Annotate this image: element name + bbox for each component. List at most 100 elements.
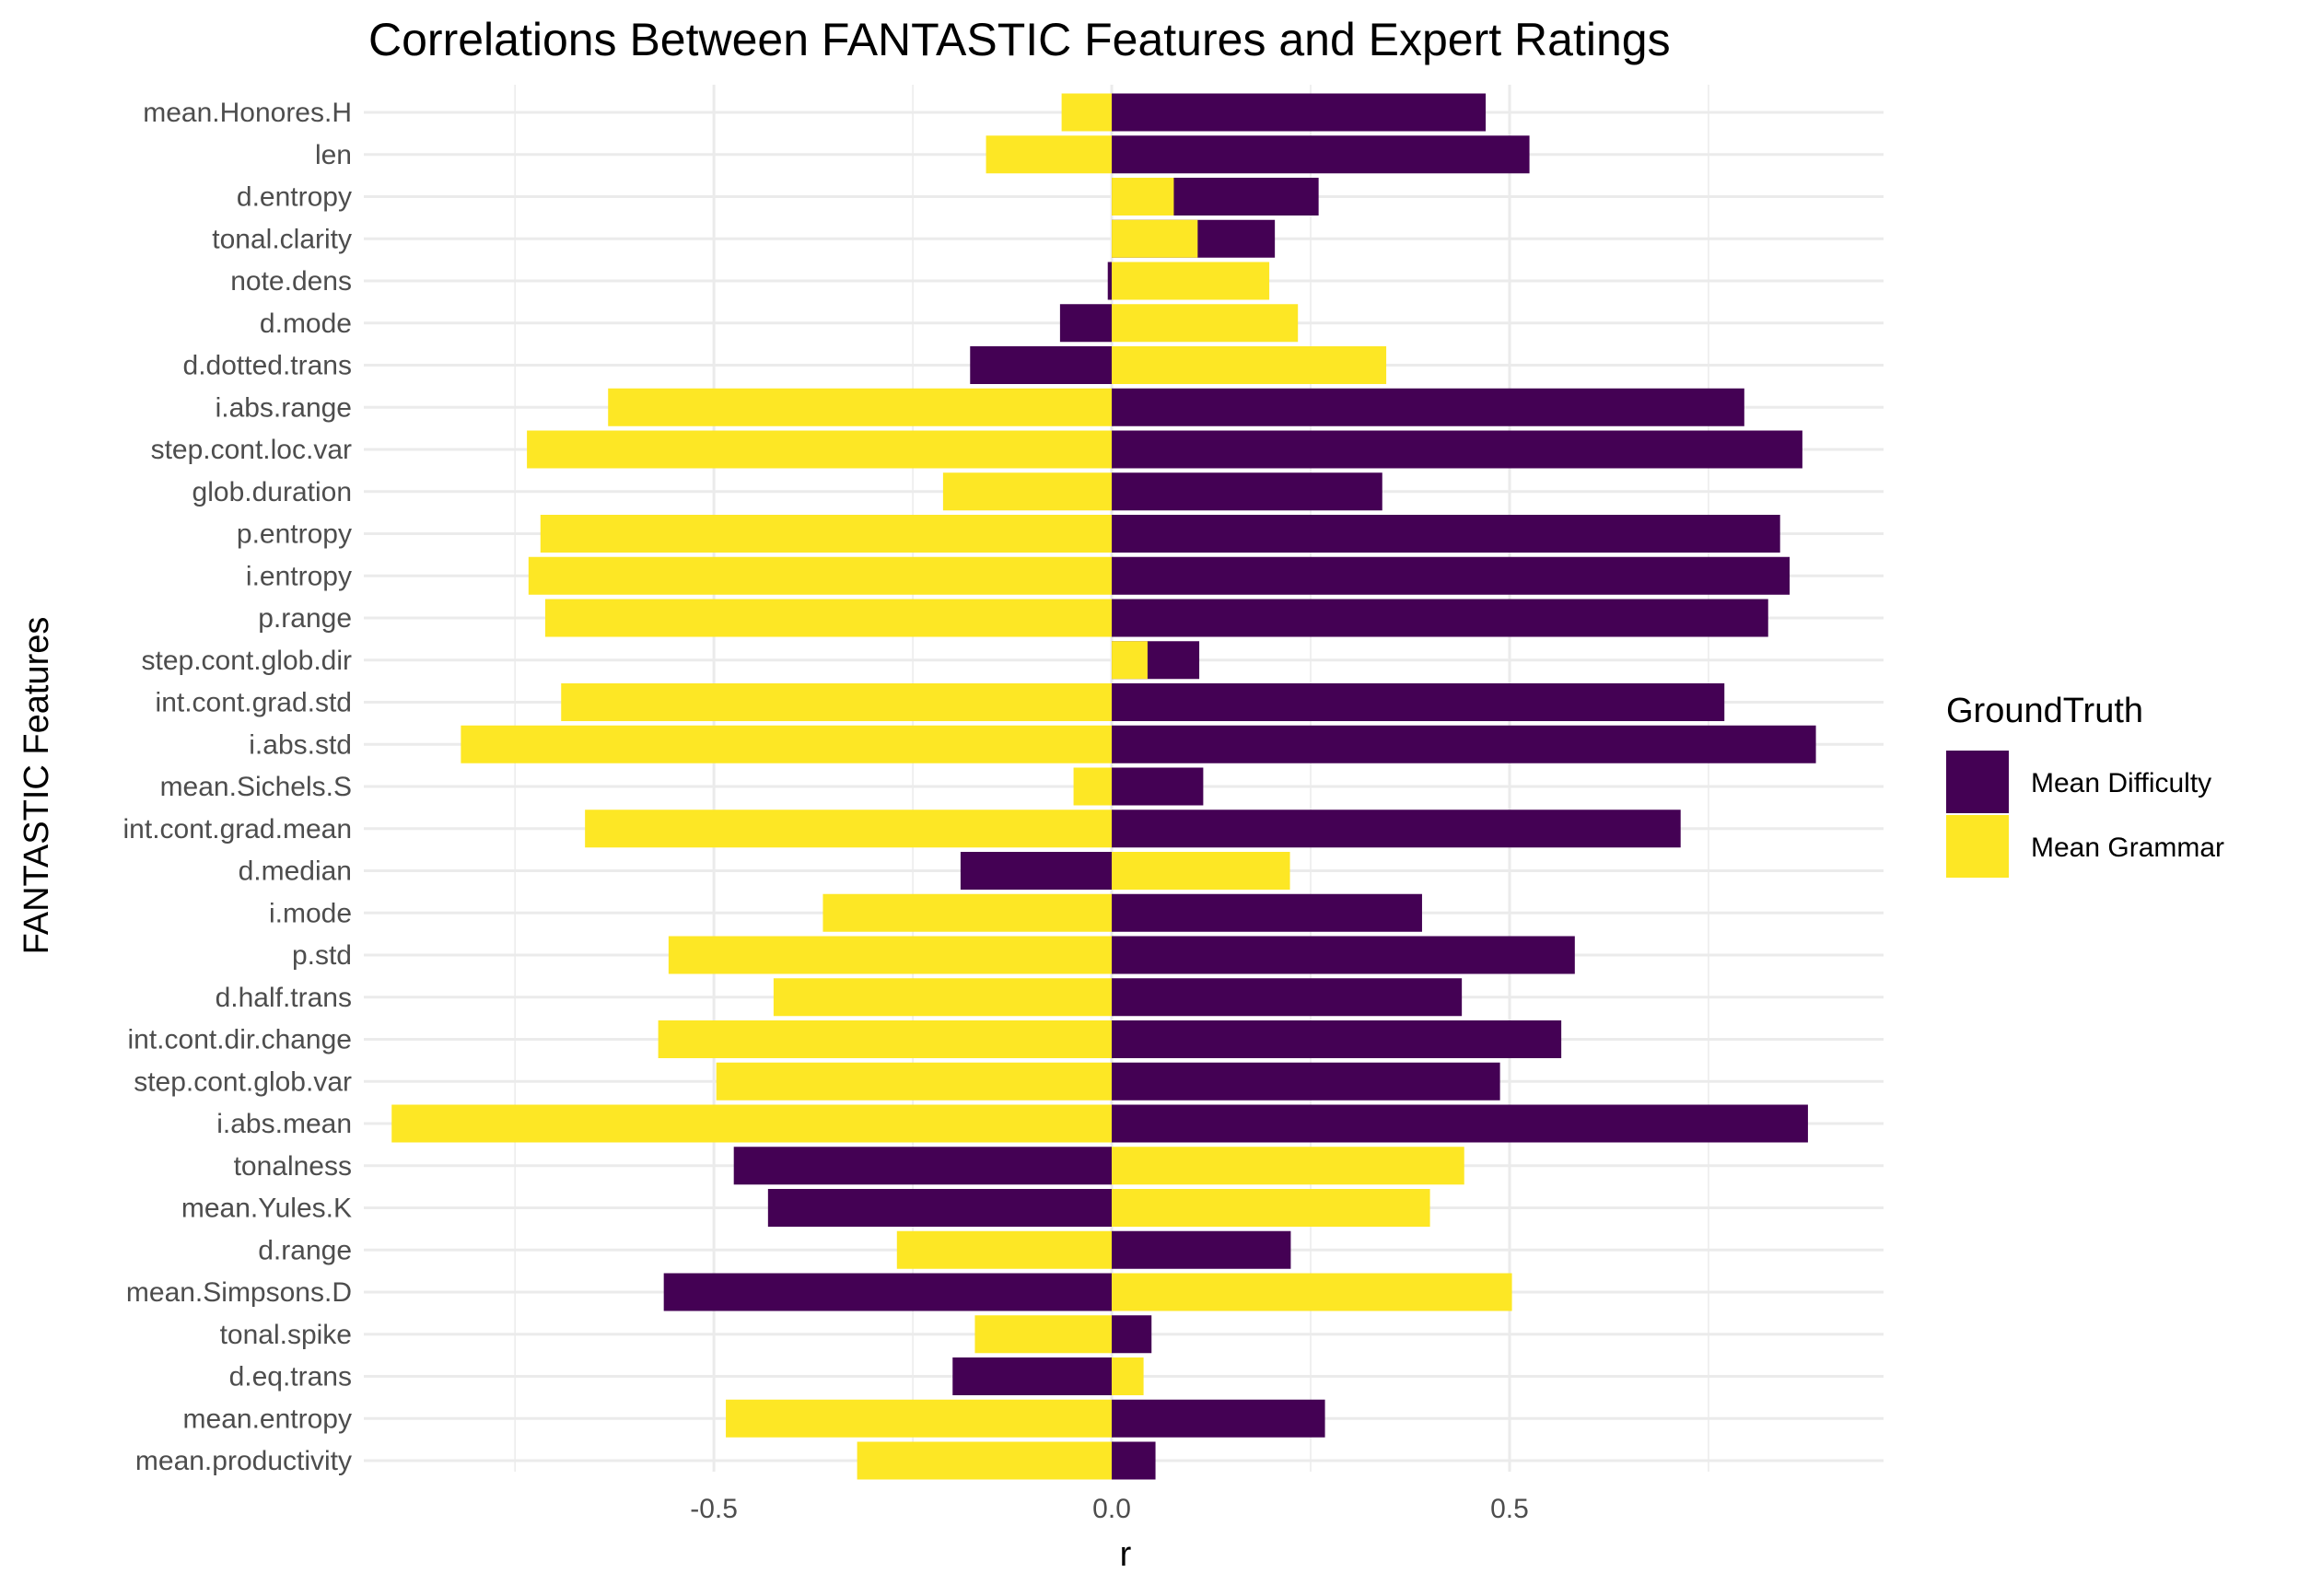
bar-i.abs.range-mean-grammar xyxy=(608,388,1113,426)
y-tick-label: tonal.spike xyxy=(220,1320,352,1350)
y-tick-label: d.dotted.trans xyxy=(183,351,352,381)
y-tick-label: step.cont.glob.var xyxy=(134,1066,352,1097)
bar-int.cont.grad.std-mean-grammar xyxy=(561,683,1113,721)
bar-mean.Simpsons.D-mean-grammar xyxy=(1112,1273,1512,1311)
bar-d.half.trans-mean-grammar xyxy=(773,978,1113,1017)
y-tick-label: d.entropy xyxy=(237,182,352,213)
bar-p.entropy-mean-difficulty xyxy=(1112,515,1780,553)
bar-i.abs.std-mean-difficulty xyxy=(1112,725,1816,763)
bar-mean.Yules.K-mean-difficulty xyxy=(767,1189,1113,1227)
bar-p.entropy-mean-grammar xyxy=(540,515,1113,553)
y-tick-labels: mean.Honores.H len d.entropy tonal.clarity n… xyxy=(123,98,352,1476)
chart-title: Correlations Between FANTASTIC Features … xyxy=(368,14,1671,65)
bar-tonalness-mean-grammar xyxy=(1112,1147,1464,1185)
bar-step.cont.loc.var-mean-difficulty xyxy=(1112,430,1802,469)
bar-d.median-mean-difficulty xyxy=(960,852,1113,890)
bar-tonalness-mean-difficulty xyxy=(733,1147,1113,1185)
y-tick-label: glob.duration xyxy=(192,477,352,507)
bar-d.range-mean-difficulty xyxy=(1112,1230,1291,1269)
bar-i.mode-mean-grammar xyxy=(822,893,1113,932)
y-tick-label: int.cont.grad.mean xyxy=(123,814,352,845)
y-tick-label: tonalness xyxy=(234,1151,352,1182)
bar-glob.duration-mean-grammar xyxy=(942,472,1113,511)
y-tick-label: p.std xyxy=(292,940,352,971)
bar-note.dens-mean-difficulty xyxy=(1107,262,1113,300)
bar-mean.Honores.H-mean-difficulty xyxy=(1112,93,1487,132)
bar-int.cont.grad.mean-mean-difficulty xyxy=(1112,810,1681,848)
y-tick-label: mean.Simpsons.D xyxy=(126,1277,352,1308)
bar-d.median-mean-grammar xyxy=(1112,852,1290,890)
bar-d.half.trans-mean-difficulty xyxy=(1112,978,1463,1017)
bar-step.cont.loc.var-mean-grammar xyxy=(527,430,1113,469)
bar-len-mean-grammar xyxy=(986,135,1113,174)
y-tick-label: p.entropy xyxy=(237,519,352,550)
bar-glob.duration-mean-difficulty xyxy=(1112,472,1382,511)
bar-mean.productivity-mean-difficulty xyxy=(1112,1441,1156,1480)
bar-mean.Simpsons.D-mean-difficulty xyxy=(663,1273,1113,1311)
bar-mean.Honores.H-mean-grammar xyxy=(1061,93,1113,132)
bar-i.abs.std-mean-grammar xyxy=(461,725,1113,763)
bar-p.range-mean-grammar xyxy=(544,599,1113,637)
y-tick-label: mean.Honores.H xyxy=(143,98,352,128)
bar-i.entropy-mean-grammar xyxy=(528,556,1113,595)
y-axis-title: FANTASTIC Features xyxy=(17,617,56,955)
y-tick-label: p.range xyxy=(258,603,352,634)
bar-tonal.spike-mean-grammar xyxy=(974,1315,1113,1354)
y-tick-label: mean.productivity xyxy=(135,1446,352,1476)
y-tick-label: i.abs.mean xyxy=(216,1109,352,1139)
y-tick-label: i.entropy xyxy=(246,561,352,591)
legend: GroundTruth Mean Difficulty Mean Grammar xyxy=(1946,692,2224,878)
bar-mean.entropy-mean-grammar xyxy=(726,1399,1113,1438)
y-tick-label: d.median xyxy=(239,856,352,887)
bar-int.cont.grad.std-mean-difficulty xyxy=(1112,683,1725,721)
y-tick-label: d.half.trans xyxy=(216,983,352,1013)
x-axis-title: r xyxy=(1120,1535,1132,1574)
y-tick-label: i.mode xyxy=(269,898,352,928)
y-tick-label: len xyxy=(315,140,352,170)
y-tick-label: mean.Sichels.S xyxy=(160,772,352,802)
bar-mean.Sichels.S-mean-grammar xyxy=(1073,767,1113,806)
y-tick-label: step.cont.loc.var xyxy=(151,435,352,465)
bar-d.mode-mean-grammar xyxy=(1112,304,1299,343)
bar-mean.Sichels.S-mean-difficulty xyxy=(1112,767,1204,806)
legend-swatch xyxy=(1946,815,2009,878)
legend-swatch xyxy=(1946,751,2009,813)
bar-step.cont.glob.var-mean-difficulty xyxy=(1112,1062,1500,1101)
bars xyxy=(391,93,1816,1480)
bar-step.cont.glob.var-mean-grammar xyxy=(716,1062,1113,1101)
x-tick-labels: -0.5 0.0 0.5 xyxy=(690,1494,1529,1524)
bar-d.dotted.trans-mean-difficulty xyxy=(970,346,1113,384)
bar-tonal.clarity-mean-grammar xyxy=(1112,219,1198,258)
bar-int.cont.dir.change-mean-grammar xyxy=(658,1020,1113,1058)
bar-tonal.spike-mean-difficulty xyxy=(1112,1315,1152,1354)
y-tick-label: i.abs.range xyxy=(216,392,352,423)
y-tick-label: d.mode xyxy=(260,309,352,339)
y-tick-label: int.cont.dir.change xyxy=(127,1025,352,1055)
y-tick-label: i.abs.std xyxy=(249,729,352,760)
y-tick-label: note.dens xyxy=(230,266,352,297)
y-tick-label: d.range xyxy=(258,1235,352,1265)
bar-note.dens-mean-grammar xyxy=(1112,262,1270,300)
bar-step.cont.glob.dir-mean-grammar xyxy=(1112,641,1148,680)
bar-d.dotted.trans-mean-grammar xyxy=(1112,346,1387,384)
x-tick-label: 0.5 xyxy=(1490,1494,1529,1524)
bar-d.eq.trans-mean-grammar xyxy=(1112,1357,1144,1395)
legend-label: Mean Grammar xyxy=(2031,833,2224,863)
bar-int.cont.dir.change-mean-difficulty xyxy=(1112,1020,1562,1058)
bar-i.abs.mean-mean-grammar xyxy=(391,1104,1113,1143)
bar-p.std-mean-difficulty xyxy=(1112,936,1575,974)
bar-d.entropy-mean-grammar xyxy=(1112,178,1174,216)
bar-i.abs.mean-mean-difficulty xyxy=(1112,1104,1808,1143)
bar-d.range-mean-grammar xyxy=(896,1230,1113,1269)
x-tick-label: -0.5 xyxy=(690,1494,738,1524)
bar-d.mode-mean-difficulty xyxy=(1059,304,1113,343)
bar-p.std-mean-grammar xyxy=(668,936,1113,974)
bar-i.entropy-mean-difficulty xyxy=(1112,556,1791,595)
legend-title: GroundTruth xyxy=(1946,692,2143,730)
bar-p.range-mean-difficulty xyxy=(1112,599,1768,637)
bar-i.abs.range-mean-difficulty xyxy=(1112,388,1744,426)
y-tick-label: mean.Yules.K xyxy=(181,1194,352,1224)
y-tick-label: d.eq.trans xyxy=(229,1362,352,1392)
y-tick-label: int.cont.grad.std xyxy=(156,688,352,718)
